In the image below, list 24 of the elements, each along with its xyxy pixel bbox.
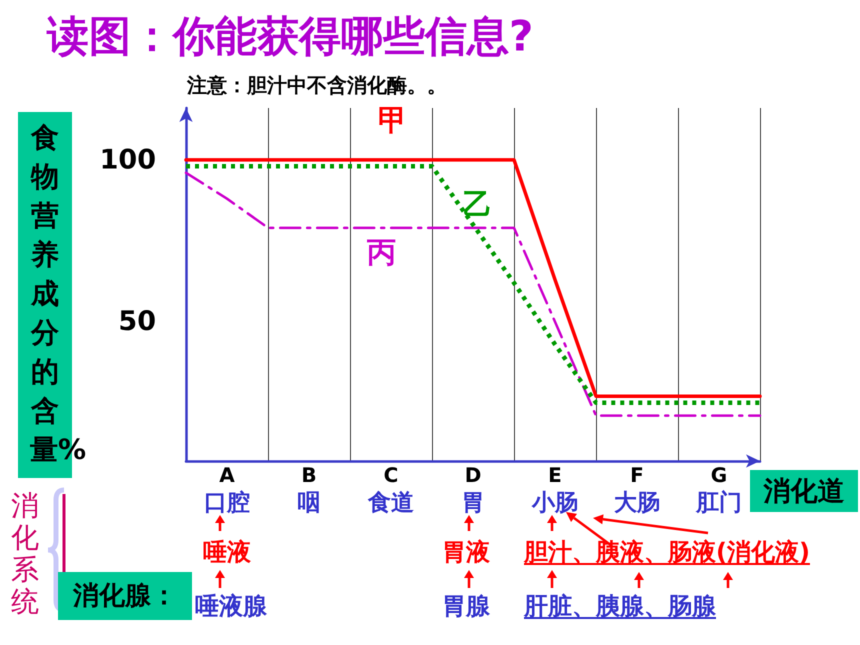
- text: 食物营养成分的含量%: [30, 121, 86, 466]
- x-tick-label: E 小肠: [531, 463, 578, 516]
- text: 注意：胆汁中不含消化酶。。: [187, 73, 447, 97]
- x-tick-label: D 胃: [462, 463, 484, 516]
- y-tick-label: 100: [100, 144, 156, 176]
- text: 胃液: [442, 538, 490, 566]
- series-label: 甲: [378, 103, 407, 137]
- text: 唾液腺: [195, 592, 267, 620]
- chart-title: 读图：你能获得哪些信息?: [46, 12, 534, 60]
- x-axis-title: 消化道: [750, 470, 858, 512]
- text: 胃腺: [442, 592, 490, 620]
- text: 消化系统: [10, 489, 40, 618]
- text: 胆汁、胰液、肠液(消化液): [524, 538, 810, 566]
- x-tick-label: F 大肠: [614, 463, 660, 516]
- x-tick-label: G 肛门: [695, 463, 742, 516]
- text: 肝脏、胰腺、肠腺: [524, 592, 716, 620]
- text: 唾液: [203, 538, 251, 566]
- text: 消化腺：: [58, 572, 192, 620]
- y-tick-label: 50: [118, 306, 156, 338]
- series-label: 乙: [463, 187, 492, 221]
- x-tick-label: B 咽: [298, 463, 320, 516]
- x-tick-label: A 口腔: [204, 463, 250, 516]
- series-label: 丙: [367, 235, 396, 269]
- x-tick-label: C 食道: [367, 463, 414, 516]
